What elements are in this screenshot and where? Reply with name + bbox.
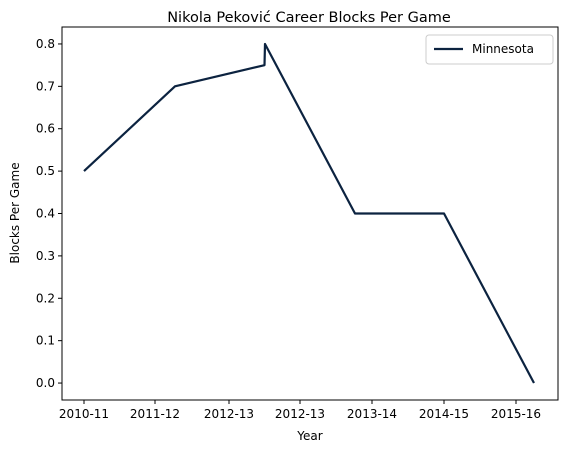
y-tick-label: 0.5 bbox=[36, 164, 55, 178]
y-tick-label: 0.2 bbox=[36, 291, 55, 305]
x-tick-label: 2014-15 bbox=[419, 407, 469, 421]
chart-title: Nikola Peković Career Blocks Per Game bbox=[167, 10, 451, 26]
series-layer bbox=[84, 44, 534, 383]
y-axis-ticks: 0.0 0.1 0.2 0.3 0.4 0.5 0.6 0.7 0.8 bbox=[36, 37, 62, 390]
x-tick-label: 2013-14 bbox=[347, 407, 397, 421]
x-tick-label: 2011-12 bbox=[130, 407, 180, 421]
plot-frame bbox=[62, 27, 558, 400]
series-line-minnesota bbox=[84, 44, 534, 383]
y-tick-label: 0.6 bbox=[36, 122, 55, 136]
y-tick-label: 0.8 bbox=[36, 37, 55, 51]
x-tick-label: 2012-13 bbox=[204, 407, 254, 421]
y-tick-label: 0.3 bbox=[36, 249, 55, 263]
x-tick-label: 2015-16 bbox=[491, 407, 541, 421]
x-tick-label: 2010-11 bbox=[59, 407, 109, 421]
y-axis-title: Blocks Per Game bbox=[8, 162, 22, 263]
y-tick-label: 0.1 bbox=[36, 334, 55, 348]
x-axis-ticks: 2010-11 2011-12 2012-13 2012-13 2013-14 2014-… bbox=[59, 400, 541, 421]
y-tick-label: 0.7 bbox=[36, 79, 55, 93]
x-axis-title: Year bbox=[296, 429, 322, 443]
x-tick-label: 2012-13 bbox=[275, 407, 325, 421]
legend: Minnesota bbox=[426, 35, 553, 64]
y-tick-label: 0.0 bbox=[36, 376, 55, 390]
y-tick-label: 0.4 bbox=[36, 207, 55, 221]
legend-label-minnesota: Minnesota bbox=[472, 42, 534, 56]
